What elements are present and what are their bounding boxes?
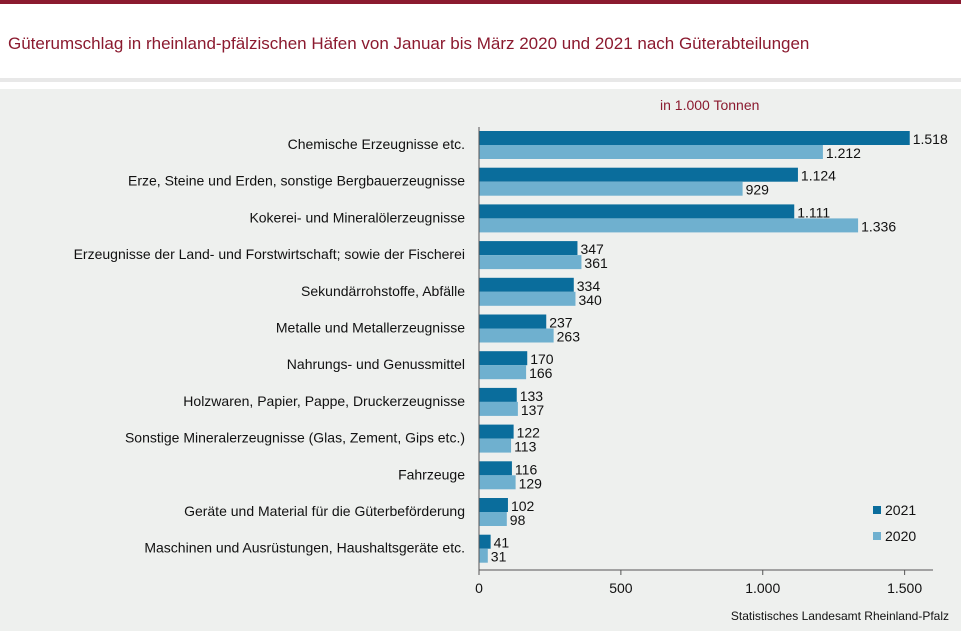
data-label-2020: 263	[557, 329, 581, 345]
data-label-2020: 31	[491, 549, 507, 565]
legend-label-2020: 2020	[885, 528, 916, 544]
top-rule	[0, 0, 961, 4]
category-label: Chemische Erzeugnisse etc.	[288, 136, 465, 152]
bar-2021	[479, 461, 512, 476]
x-tick-label: 0	[475, 580, 483, 596]
bar-2020	[479, 145, 823, 159]
category-label: Sekundärrohstoffe, Abfälle	[301, 283, 465, 299]
x-tick-label: 1.000	[745, 580, 780, 596]
bar-2020	[479, 401, 518, 416]
bar-2020	[479, 291, 576, 306]
data-label-2021: 133	[520, 388, 544, 404]
data-label-2021: 237	[549, 315, 573, 331]
bar-2021	[479, 498, 508, 512]
data-label-2021: 102	[511, 498, 535, 514]
bar-2020	[479, 475, 516, 490]
data-label-2020: 166	[529, 365, 553, 381]
data-label-2020: 361	[584, 255, 608, 271]
data-label-2021: 122	[517, 425, 541, 441]
bar-2021	[479, 387, 517, 402]
chart-title: Güterumschlag in rheinland-pfälzischen H…	[8, 34, 810, 53]
data-label-2021: 170	[530, 351, 554, 367]
bar-2021	[479, 204, 795, 219]
bar-2020	[479, 181, 743, 196]
bar-2021	[479, 534, 491, 549]
bar-2021	[479, 314, 547, 329]
category-label: Erze, Steine und Erden, sonstige Bergbau…	[128, 173, 465, 189]
category-label: Geräte und Material für die Güterbeförde…	[184, 503, 465, 519]
bar-2021	[479, 351, 528, 366]
data-label-2021: 1.111	[797, 204, 830, 220]
bar-2020	[479, 438, 512, 453]
category-label: Holzwaren, Papier, Pappe, Druckerzeugnis…	[183, 393, 465, 409]
data-label-2021: 1.124	[801, 168, 836, 184]
data-label-2020: 113	[514, 439, 537, 455]
category-label: Sonstige Mineralerzeugnisse (Glas, Zemen…	[125, 430, 465, 446]
x-tick-label: 500	[609, 580, 633, 596]
bar-2020	[479, 328, 554, 343]
unit-label: in 1.000 Tonnen	[660, 97, 760, 113]
bar-2020	[479, 255, 582, 270]
bar-2021	[479, 167, 798, 182]
bar-2020	[479, 365, 527, 380]
data-label-2021: 116	[515, 461, 538, 477]
category-label: Erzeugnisse der Land- und Forstwirtschaf…	[74, 246, 465, 262]
legend-label-2021: 2021	[885, 502, 916, 518]
data-label-2020: 129	[519, 475, 543, 491]
data-label-2020: 1.212	[826, 145, 861, 161]
data-label-2020: 340	[578, 292, 602, 308]
data-label-2020: 98	[510, 512, 526, 528]
category-label: Nahrungs- und Genussmittel	[287, 356, 465, 372]
category-label: Kokerei- und Mineralölerzeugnisse	[249, 209, 465, 225]
legend-swatch-2021	[873, 506, 881, 514]
data-label-2020: 1.336	[861, 218, 896, 234]
data-label-2020: 929	[746, 182, 770, 198]
bar-2021	[479, 424, 514, 439]
data-label-2021: 1.518	[913, 131, 948, 147]
category-label: Maschinen und Ausrüstungen, Haushaltsger…	[144, 540, 465, 556]
data-label-2020: 137	[521, 402, 545, 418]
title-separator	[0, 78, 961, 82]
category-label: Fahrzeuge	[398, 466, 465, 482]
bar-2021	[479, 131, 910, 145]
category-label: Metalle und Metallerzeugnisse	[276, 320, 465, 336]
data-label-2021: 41	[494, 535, 510, 551]
source-note: Statistisches Landesamt Rheinland-Pfalz	[730, 609, 949, 623]
x-tick-label: 1.500	[887, 580, 922, 596]
bar-2021	[479, 241, 578, 256]
bar-2020	[479, 512, 507, 526]
legend-swatch-2020	[873, 532, 881, 540]
bar-2020	[479, 218, 859, 233]
data-label-2021: 334	[577, 278, 601, 294]
data-label-2021: 347	[580, 241, 604, 257]
bar-2021	[479, 277, 574, 292]
bar-2020	[479, 548, 488, 563]
